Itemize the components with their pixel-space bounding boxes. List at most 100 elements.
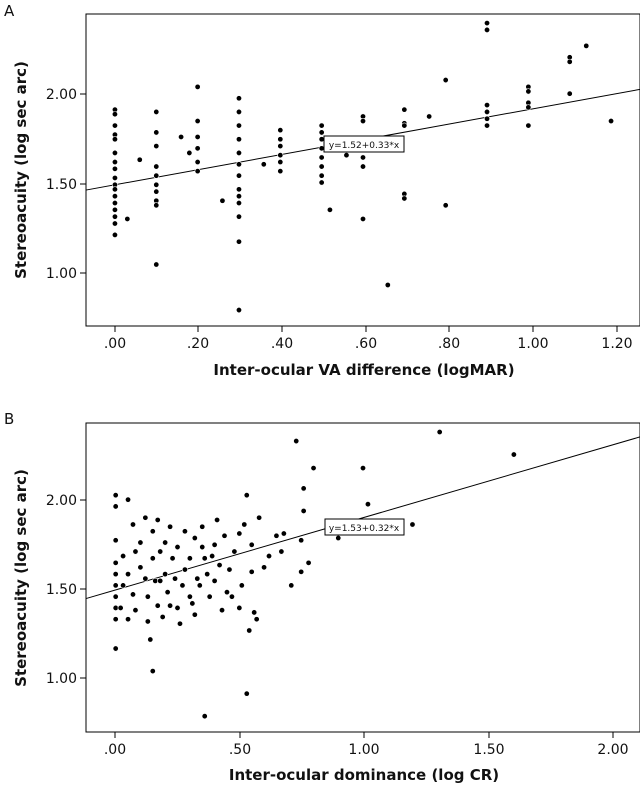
data-point	[442, 77, 449, 84]
x-axis: .00 .50 1.00 1.50 2.00	[104, 732, 629, 758]
data-point	[149, 528, 156, 535]
x-tick-label: .40	[271, 336, 293, 352]
y-tick-label: 1.50	[46, 582, 77, 598]
data-point	[112, 604, 119, 611]
data-point	[112, 582, 119, 589]
data-point	[235, 161, 242, 168]
data-point	[248, 568, 255, 575]
data-point	[194, 83, 201, 90]
data-point	[174, 544, 181, 551]
data-point	[243, 492, 250, 499]
data-point	[436, 429, 443, 436]
data-point	[219, 607, 226, 614]
data-point	[364, 501, 371, 508]
data-point	[120, 582, 127, 589]
data-point	[300, 485, 307, 492]
regression-equation-label: y=1.52+0.33*x	[323, 135, 405, 153]
y-axis: 2.00 1.50 1.00	[46, 493, 86, 687]
y-tick-label: 2.00	[46, 493, 77, 509]
data-point	[137, 564, 144, 571]
data-point	[335, 535, 342, 542]
data-point	[583, 42, 590, 49]
data-point	[112, 503, 119, 510]
panel-a: A 2.00 1.50 1.00 .00 .20 .40 .60 .80 1.0…	[4, 2, 640, 379]
data-point	[111, 165, 118, 172]
x-axis: .00 .20 .40 .60 .80 1.00 1.20	[104, 326, 633, 352]
data-point	[248, 541, 255, 548]
data-point	[144, 618, 151, 625]
data-point	[194, 118, 201, 125]
data-point	[111, 206, 118, 213]
y-tick-label: 1.00	[46, 671, 77, 687]
x-tick-label: 1.00	[348, 742, 379, 758]
x-tick-label: 1.20	[601, 336, 632, 352]
data-point	[277, 127, 284, 134]
data-point	[305, 559, 312, 566]
data-point	[298, 537, 305, 544]
data-point	[191, 611, 198, 618]
data-point	[211, 577, 218, 584]
data-point	[152, 577, 159, 584]
data-point	[318, 163, 325, 170]
x-tick-label: .80	[438, 336, 460, 352]
data-point	[181, 528, 188, 535]
data-point	[112, 593, 119, 600]
data-point	[111, 149, 118, 156]
data-point	[112, 645, 119, 652]
data-point	[219, 197, 226, 204]
x-tick-label: 1.00	[517, 336, 548, 352]
data-point	[153, 143, 160, 150]
data-point	[318, 172, 325, 179]
data-point	[132, 607, 139, 614]
data-point	[111, 200, 118, 207]
data-point	[235, 149, 242, 156]
data-point	[111, 213, 118, 220]
data-point	[401, 122, 408, 129]
y-tick-label: 2.00	[46, 87, 77, 103]
data-point	[178, 133, 185, 140]
y-tick-label: 1.50	[46, 177, 77, 193]
data-point	[142, 575, 149, 582]
data-point	[256, 514, 263, 521]
data-point	[238, 582, 245, 589]
data-point	[111, 111, 118, 118]
x-tick-label: .60	[355, 336, 377, 352]
data-point	[277, 143, 284, 150]
data-point	[318, 154, 325, 161]
data-point	[243, 690, 250, 697]
data-point	[174, 604, 181, 611]
data-point	[206, 593, 213, 600]
data-point	[111, 122, 118, 129]
data-point	[293, 438, 300, 445]
data-point	[401, 106, 408, 113]
data-point	[510, 451, 517, 458]
x-tick-label: .20	[187, 336, 209, 352]
data-point	[149, 555, 156, 562]
data-point	[154, 602, 161, 609]
data-point	[251, 609, 258, 616]
data-point	[196, 582, 203, 589]
data-point	[209, 553, 216, 560]
data-point	[231, 548, 238, 555]
data-point	[343, 152, 350, 159]
data-point	[111, 231, 118, 238]
data-point	[129, 521, 136, 528]
plot-frame	[85, 13, 640, 327]
data-point	[525, 104, 532, 111]
x-axis-title: Inter-ocular VA difference (logMAR)	[213, 361, 514, 379]
x-tick-label: .00	[104, 336, 126, 352]
data-point	[484, 122, 491, 129]
data-point	[153, 202, 160, 209]
data-point	[149, 668, 156, 675]
data-point	[236, 604, 243, 611]
data-point	[426, 113, 433, 120]
data-point	[162, 539, 169, 546]
fit-line	[85, 436, 640, 600]
data-point	[359, 118, 366, 125]
data-points	[112, 429, 517, 720]
data-point	[186, 149, 193, 156]
data-point	[157, 548, 164, 555]
data-point	[201, 713, 208, 720]
data-point	[112, 559, 119, 566]
data-point	[117, 604, 124, 611]
